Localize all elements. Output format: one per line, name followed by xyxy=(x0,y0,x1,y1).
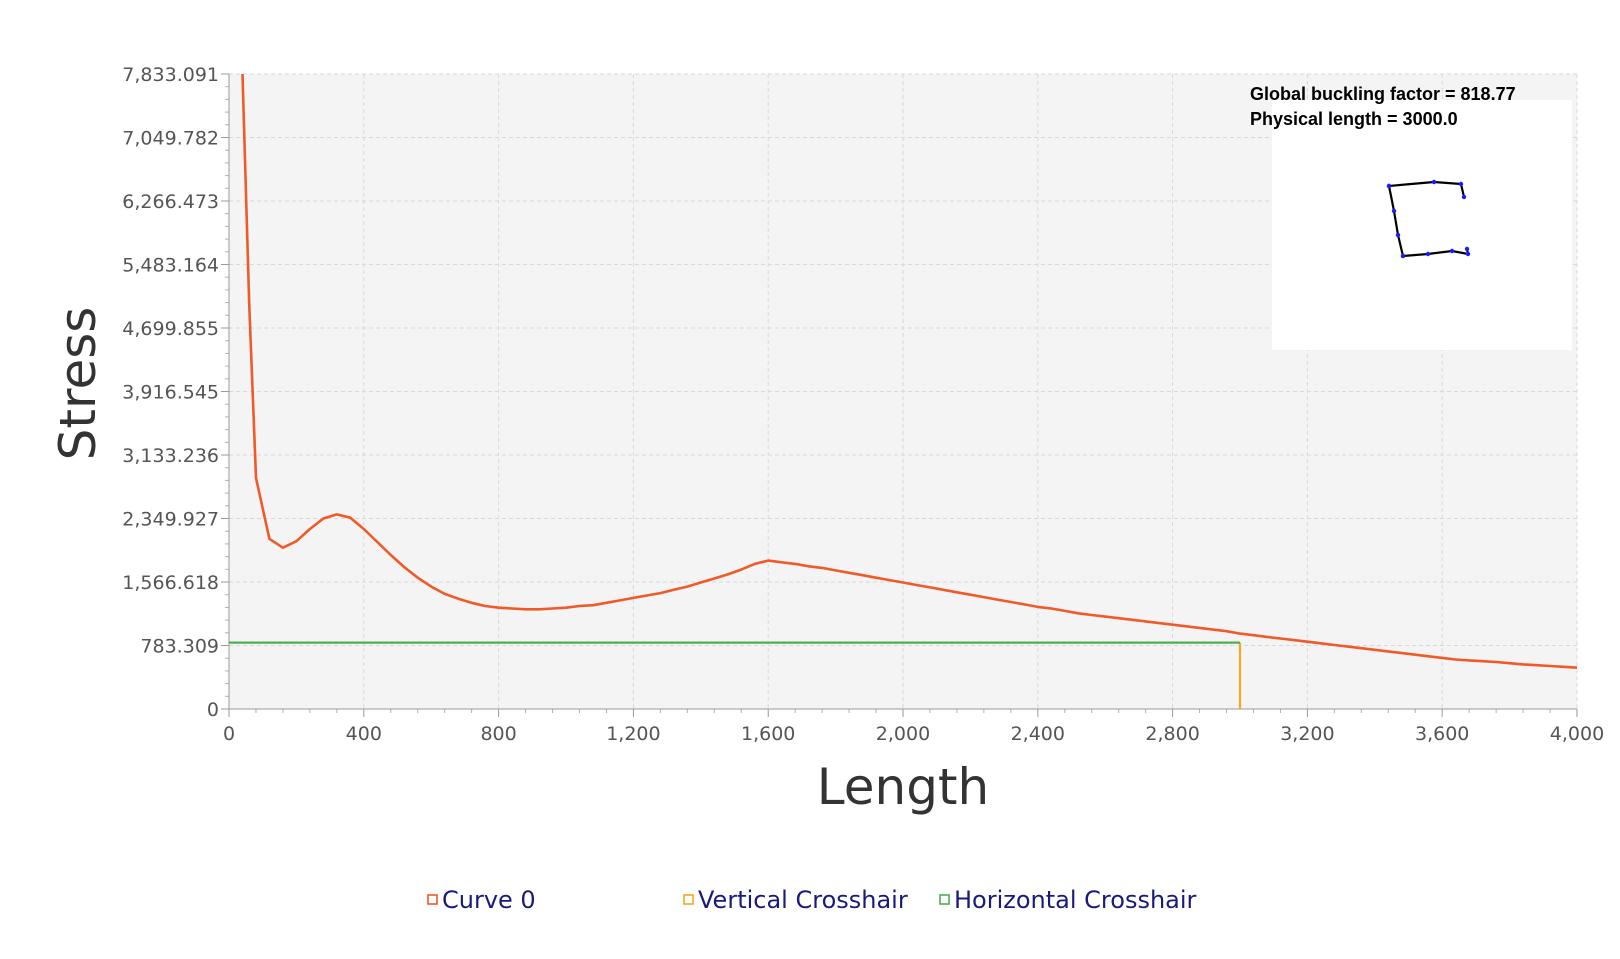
y-tick-label: 7,833.091 xyxy=(122,64,219,86)
legend-item-horizontal-crosshair[interactable]: Horizontal Crosshair xyxy=(954,886,1197,914)
inset-node xyxy=(1400,253,1406,259)
y-tick-label: 783.309 xyxy=(140,636,219,658)
inset-node xyxy=(1425,251,1431,257)
x-tick-label: 3,200 xyxy=(1280,723,1334,745)
y-tick-label: 1,566.618 xyxy=(122,572,219,594)
inset-node xyxy=(1458,181,1464,187)
inset-node xyxy=(1465,251,1471,257)
series-layer xyxy=(229,74,1577,709)
y-tick-label: 3,133.236 xyxy=(122,445,219,467)
inset-node xyxy=(1449,248,1455,254)
cross-section-shape xyxy=(1386,179,1471,259)
axes xyxy=(221,73,1578,717)
minor-ticks xyxy=(225,86,1551,713)
x-tick-label: 1,600 xyxy=(741,723,795,745)
inset-node xyxy=(1391,208,1397,214)
legend-item-curve-0-marker xyxy=(427,894,438,905)
y-tick-label: 5,483.164 xyxy=(122,254,219,276)
y-tick-label: 7,049.782 xyxy=(122,127,219,149)
legend-item-curve-0[interactable]: Curve 0 xyxy=(442,886,536,914)
buckling-factor-text: Global buckling factor = 818.77 xyxy=(1250,84,1516,104)
inset-background xyxy=(1272,100,1572,350)
y-tick-label: 0 xyxy=(207,699,219,721)
x-tick-label: 800 xyxy=(480,723,516,745)
inset-node xyxy=(1461,194,1467,200)
legend-item-horizontal-crosshair-marker xyxy=(939,894,950,905)
y-tick-label: 6,266.473 xyxy=(122,191,219,213)
physical-length-text: Physical length = 3000.0 xyxy=(1250,109,1458,129)
legend-item-vertical-crosshair-marker xyxy=(683,894,694,905)
inset-web xyxy=(1387,185,1405,257)
inset-node xyxy=(1431,179,1437,185)
inset-node xyxy=(1386,183,1392,189)
inset-top-flange xyxy=(1388,180,1466,198)
inset-node xyxy=(1395,232,1401,238)
x-tick-label: 2,000 xyxy=(876,723,930,745)
x-tick-label: 2,800 xyxy=(1145,723,1199,745)
x-tick-label: 400 xyxy=(346,723,382,745)
x-tick-label: 3,600 xyxy=(1415,723,1469,745)
x-tick-label: 0 xyxy=(223,723,235,745)
tick-labels: 0 400 800 1,200 1,600 2,000 2,400 2,800 3,200 3,6… xyxy=(122,64,1604,745)
legend-item-vertical-crosshair[interactable]: Vertical Crosshair xyxy=(698,886,908,914)
inset-panel: Global buckling factor = 818.77 Physical… xyxy=(1250,84,1572,350)
curve-0-line xyxy=(241,74,1577,669)
y-tick-label: 4,699.855 xyxy=(122,318,219,340)
inset-node xyxy=(1464,246,1470,252)
x-tick-label: 1,200 xyxy=(606,723,660,745)
x-axis-title: Length xyxy=(817,758,989,816)
x-tick-label: 2,400 xyxy=(1011,723,1065,745)
y-tick-label: 2,349.927 xyxy=(122,509,219,531)
x-tick-label: 4,000 xyxy=(1550,723,1604,745)
y-tick-label: 3,916.545 xyxy=(122,382,219,404)
y-axis-title: Stress xyxy=(49,307,107,461)
legend: Curve 0 Vertical Crosshair Horizontal Cros… xyxy=(427,886,1197,914)
